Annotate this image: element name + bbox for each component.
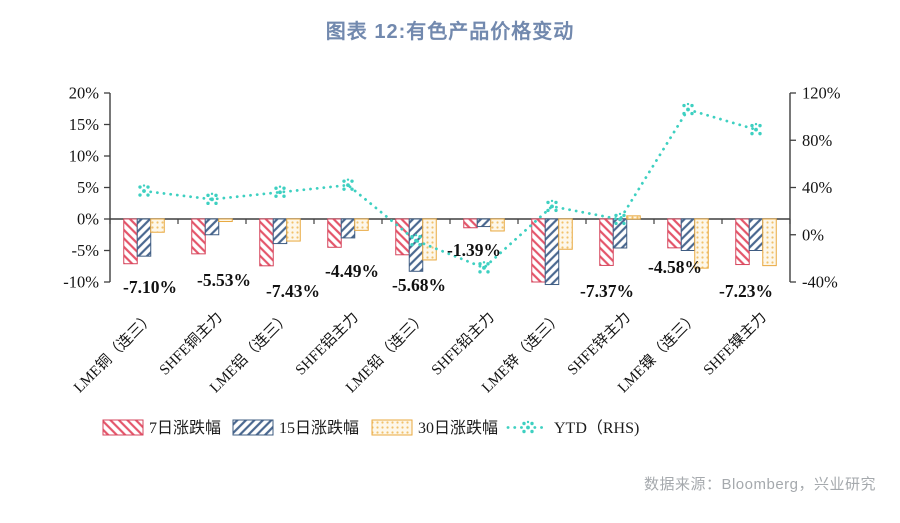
ytd-marker	[138, 184, 150, 197]
legend: 7日涨跌幅 15日涨跌幅 30日涨跌幅 YTD（RHS)	[102, 419, 639, 437]
legend-label: 15日涨跌幅	[279, 419, 359, 437]
bar	[680, 218, 696, 251]
bar	[136, 218, 152, 257]
ytd-marker	[410, 233, 422, 247]
data-source: 数据来源：Bloomberg，兴业研究	[643, 476, 876, 493]
right-axis-tick-label: 80%	[802, 131, 833, 150]
bar-data-label: -4.49%	[325, 261, 379, 281]
bar	[544, 218, 560, 286]
legend-label: YTD（RHS)	[554, 419, 639, 437]
bar	[558, 218, 573, 250]
chart-title: 图表 12:有色产品价格变动	[325, 21, 575, 43]
bar-series-0	[123, 218, 750, 283]
ytd-marker	[614, 212, 626, 226]
left-axis-tick-label: 5%	[77, 178, 99, 197]
legend-swatch	[102, 419, 144, 436]
bar-data-label: -5.53%	[197, 270, 251, 290]
bar	[259, 218, 274, 267]
bar-data-label: -7.10%	[123, 277, 177, 297]
right-axis-tick-label: 0%	[802, 225, 824, 244]
left-axis-tick-label: -10%	[63, 273, 99, 292]
bar-data-label: -7.43%	[266, 281, 320, 301]
bar-series-1	[136, 218, 764, 286]
bar	[204, 218, 220, 236]
bar-data-label: -4.58%	[648, 257, 702, 277]
legend-label: 30日涨跌幅	[418, 419, 498, 437]
left-axis-tick-label: 15%	[69, 115, 100, 134]
bar	[626, 215, 641, 220]
bar	[599, 218, 614, 266]
bar	[531, 218, 546, 283]
bar	[327, 218, 342, 248]
bar	[123, 218, 138, 265]
legend-label: 7日涨跌幅	[149, 419, 221, 437]
x-category-label: SHFE铝主力	[292, 309, 362, 379]
legend-item-3: YTD（RHS)	[506, 419, 639, 437]
ytd-line	[138, 102, 762, 274]
ytd-marker	[682, 102, 694, 116]
bar	[191, 218, 206, 255]
bar	[272, 218, 288, 245]
left-axis-tick-label: 10%	[69, 147, 100, 166]
bar	[463, 218, 478, 229]
bar-series-2	[150, 215, 777, 269]
bar	[762, 218, 777, 267]
axes: 20% 15% 10% 5% 0% -5% -10% 120% 80% 40% 0% -40%	[63, 84, 841, 292]
left-axis-tick-label: 20%	[69, 84, 100, 103]
bar-data-label: -5.68%	[392, 275, 446, 295]
bar	[490, 218, 505, 232]
bar-data-label: -7.37%	[580, 281, 634, 301]
bar-data-label: -7.23%	[719, 281, 773, 301]
left-axis-tick-label: 0%	[77, 210, 99, 229]
x-category-label: SHFE铅主力	[428, 309, 498, 379]
left-axis-tick-label: -5%	[72, 241, 100, 260]
legend-item-2: 30日涨跌幅	[371, 419, 498, 437]
bar-data-label: -1.39%	[447, 240, 501, 260]
legend-item-1: 15日涨跌幅	[232, 419, 359, 437]
ytd-marker	[546, 199, 558, 213]
legend-swatch	[371, 419, 413, 436]
bar-data-labels: -7.10% -5.53% -7.43%-4.49% -5.68%-1.39% -7.3…	[123, 240, 773, 301]
ytd-marker	[750, 122, 762, 136]
bar	[748, 218, 764, 251]
bar	[735, 218, 750, 266]
bar	[422, 218, 437, 261]
bar	[476, 218, 492, 228]
bar	[694, 218, 709, 269]
ytd-marker	[206, 192, 218, 206]
ytd-marker	[478, 261, 490, 274]
right-axis-tick-label: 120%	[802, 84, 841, 103]
bar	[218, 218, 233, 223]
bar	[340, 218, 356, 239]
x-category-labels: LME铜（连三）SHFE铜主力LME铝（连三）SHFE铝主力LME铅（连三）SH…	[70, 308, 769, 396]
legend-item-0: 7日涨跌幅	[102, 419, 221, 437]
bar	[354, 218, 369, 231]
right-axis-tick-label: -40%	[802, 273, 838, 292]
legend-swatch	[232, 419, 274, 436]
x-category-label: SHFE铜主力	[156, 309, 226, 379]
bar	[667, 218, 682, 249]
ytd-marker	[274, 185, 286, 198]
ytd-marker	[342, 178, 354, 191]
x-category-label: SHFE镍主力	[699, 308, 769, 378]
bar	[150, 218, 165, 233]
bar	[286, 218, 301, 242]
x-category-label: LME铜（连三）	[70, 309, 157, 396]
x-category-label: SHFE锌主力	[564, 309, 634, 379]
right-axis-tick-label: 40%	[802, 178, 833, 197]
